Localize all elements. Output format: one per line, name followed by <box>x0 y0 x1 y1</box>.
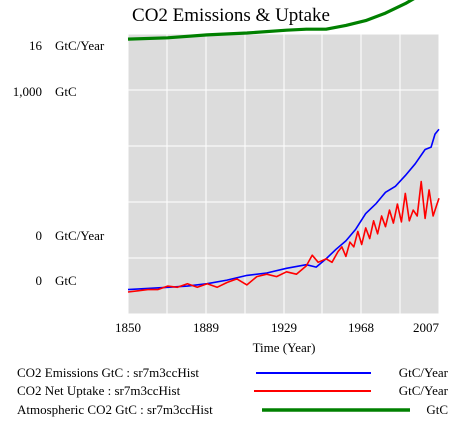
y-axis-2-bottom-label: 0 <box>36 273 43 288</box>
x-tick-label: 1929 <box>271 320 297 335</box>
legend: CO2 Emissions GtC : sr7m3ccHist GtC/Year… <box>17 365 449 417</box>
y-axis-1-top-unit: GtC/Year <box>55 38 105 53</box>
legend-label-atmospheric: Atmospheric CO2 GtC : sr7m3ccHist <box>17 402 213 417</box>
x-tick-label: 1850 <box>115 320 141 335</box>
legend-unit-emissions: GtC/Year <box>399 365 449 380</box>
y-axis-1-bottom-unit: GtC/Year <box>55 228 105 243</box>
y-axis-2-bottom-unit: GtC <box>55 273 77 288</box>
series-line-uptake <box>127 180 440 293</box>
legend-unit-uptake: GtC/Year <box>399 383 449 398</box>
chart-title: CO2 Emissions & Uptake <box>132 5 330 26</box>
series-lines <box>127 0 440 293</box>
x-axis-label: Time (Year) <box>253 340 316 355</box>
legend-unit-atmospheric: GtC <box>426 402 448 417</box>
x-tick-label: 1889 <box>193 320 219 335</box>
series-line-atmospheric <box>127 0 415 41</box>
y-axis-2-top-unit: GtC <box>55 84 77 99</box>
x-tick-label: 1968 <box>348 320 374 335</box>
y-axis-2-top-label: 1,000 <box>13 84 42 99</box>
y-axis-1-bottom-label: 0 <box>36 228 43 243</box>
legend-label-emissions: CO2 Emissions GtC : sr7m3ccHist <box>17 365 199 380</box>
x-tick-label: 2007 <box>413 320 440 335</box>
legend-label-uptake: CO2 Net Uptake : sr7m3ccHist <box>17 383 181 398</box>
y-axis-1-top-label: 16 <box>29 38 43 53</box>
grid-lines <box>127 33 440 315</box>
